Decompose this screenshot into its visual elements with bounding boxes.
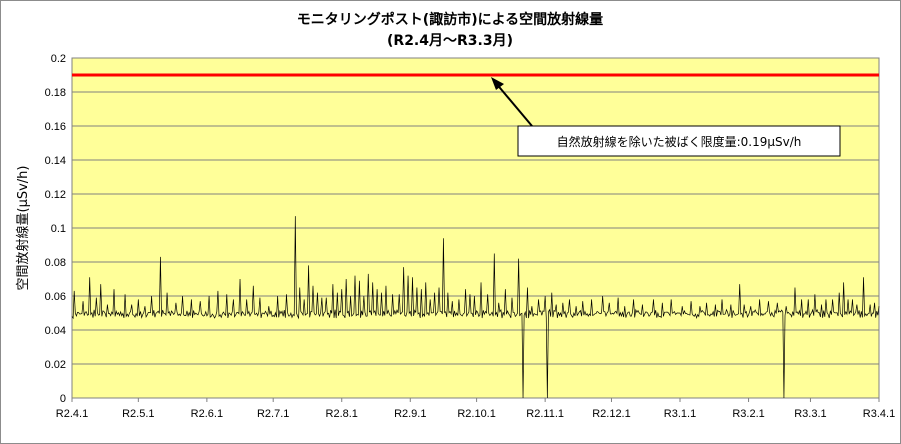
x-tick-label: R3.1.1 xyxy=(664,408,696,420)
annotation-arrow xyxy=(494,81,533,127)
x-tick-label: R3.2.1 xyxy=(732,408,764,420)
y-tick-label: 0.02 xyxy=(45,359,66,371)
x-tick-label: R2.4.1 xyxy=(56,408,88,420)
y-tick-label: 0.08 xyxy=(45,257,66,269)
x-tick-label: R2.12.1 xyxy=(592,408,631,420)
y-tick-label: 0.18 xyxy=(45,87,66,99)
x-tick-label: R2.11.1 xyxy=(526,408,564,420)
annotation: 自然放射線を除いた被ばく限度量:0.19μSv/h xyxy=(491,77,841,157)
y-tick-label: 0.16 xyxy=(45,121,66,133)
y-tick-label: 0.1 xyxy=(51,223,66,235)
x-tick-label: R2.5.1 xyxy=(122,408,154,420)
x-tick-label: R2.8.1 xyxy=(326,408,358,420)
chart-title: モニタリングポスト(諏訪市)による空間放射線量 xyxy=(297,11,603,28)
y-axis-ticks: 0 0.02 0.04 0.06 0.08 0.1 0.12 0.14 0.16 0.18 0.2 xyxy=(45,53,66,405)
annotation-arrowhead xyxy=(491,77,504,90)
x-tick-label: R2.7.1 xyxy=(257,408,289,420)
annotation-text: 自然放射線を除いた被ばく限度量:0.19μSv/h xyxy=(557,134,802,149)
x-tick-label: R2.6.1 xyxy=(191,408,223,420)
y-tick-label: 0.06 xyxy=(45,291,66,303)
y-tick-label: 0.12 xyxy=(45,189,66,201)
y-tick-label: 0.2 xyxy=(51,53,66,65)
y-tick-label: 0 xyxy=(60,393,66,405)
x-tick-label: R2.9.1 xyxy=(394,408,426,420)
x-tick-label: R2.10.1 xyxy=(457,408,496,420)
x-axis-ticks: R2.4.1 R2.5.1 R2.6.1 R2.7.1 R2.8.1 R2.9.1 R2.1… xyxy=(56,398,895,420)
x-tick-label: R3.3.1 xyxy=(794,408,826,420)
series-group xyxy=(71,216,880,399)
y-tick-label: 0.04 xyxy=(45,325,66,337)
y-tick-label: 0.14 xyxy=(45,155,66,167)
series-line xyxy=(71,216,880,399)
y-axis-label: 空間放射線量(µSv/h) xyxy=(15,166,31,291)
x-tick-label: R3.4.1 xyxy=(863,408,895,420)
chart-subtitle: (R2.4月～R3.3月) xyxy=(387,33,513,49)
annotation-box xyxy=(517,125,841,157)
